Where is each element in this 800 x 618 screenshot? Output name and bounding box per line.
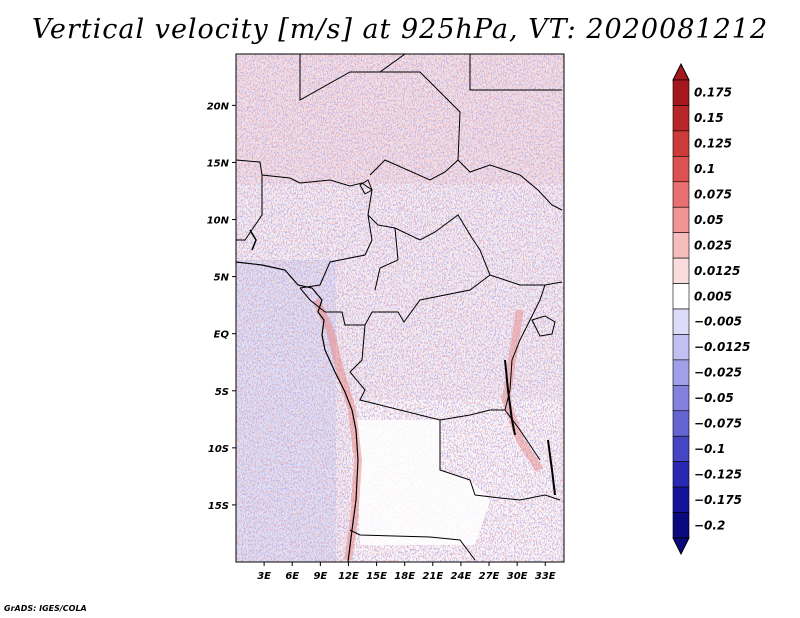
grads-credit: GrADS: IGES/COLA (4, 604, 87, 613)
colorbar-swatch (672, 359, 690, 386)
colorbar-label: −0.125 (694, 467, 742, 481)
lake-malawi (547, 439, 556, 496)
lon-tick-label: 24E (451, 571, 472, 582)
colorbar-swatch (672, 130, 690, 157)
colorbar-label: 0.125 (694, 137, 732, 151)
colorbar-label: 0.075 (694, 188, 732, 202)
lat-tick-label: 10N (207, 216, 230, 227)
colorbar-label: 0.1 (694, 162, 715, 176)
colorbar-label: 0.15 (694, 111, 724, 125)
colorbar-label: 0.05 (694, 213, 724, 227)
colorbar-label: 0.005 (694, 289, 732, 303)
colorbar-label: −0.175 (694, 493, 742, 507)
lat-tick-label: 20N (207, 101, 230, 112)
lon-tick-label: 18E (394, 571, 415, 582)
lat-tick-label: EQ (214, 330, 230, 341)
colorbar-swatch (672, 232, 690, 259)
colorbar-swatch (672, 334, 690, 361)
colorbar-label: −0.075 (694, 417, 742, 431)
colorbar-swatch (672, 385, 690, 412)
colorbar-swatch (672, 257, 690, 284)
map-panel (236, 54, 564, 562)
lon-tick-label: 3E (257, 571, 271, 582)
lat-tick-label: 15S (208, 501, 229, 512)
lon-tick-label: 33E (535, 571, 556, 582)
colorbar-swatch (672, 156, 690, 183)
colorbar-label: −0.025 (694, 366, 742, 380)
colorbar-swatch (672, 181, 690, 208)
field-rift-band (501, 309, 544, 473)
lon-tick-label: 12E (338, 571, 359, 582)
chart-title: Vertical velocity [m/s] at 925hPa, VT: 2… (31, 14, 769, 45)
colorbar-label: 0.175 (694, 86, 732, 100)
colorbar-swatch (672, 79, 690, 106)
colorbar-swatch (672, 283, 690, 310)
lake-chad (359, 179, 373, 195)
colorbar-swatch (672, 308, 690, 335)
colorbar-swatch (672, 486, 690, 513)
colorbar-label: 0.025 (694, 238, 732, 252)
field-quiet-region (356, 420, 490, 545)
lat-tick-label: 5S (215, 387, 229, 398)
lat-tick-label: 10S (208, 444, 229, 455)
coastline (236, 261, 359, 562)
colorbar-swatch (672, 206, 690, 233)
lon-tick-label: 27E (479, 571, 500, 582)
lon-tick-label: 6E (285, 571, 299, 582)
colorbar-swatch (672, 512, 690, 539)
lat-tick-label: 5N (214, 273, 230, 284)
longitude-axis: 3E 6E 9E 12E 15E 18E 21E 24E 27E 30E 33E (257, 562, 556, 582)
lake-volta (249, 229, 257, 251)
colorbar-label: −0.2 (694, 518, 725, 532)
lake-tanganyika (504, 359, 516, 436)
colorbar: 0.175 0.15 0.125 0.1 0.075 0.05 0.025 0.0125 0.0… (672, 62, 750, 556)
colorbar-swatch (672, 461, 690, 488)
country-borders (236, 54, 563, 561)
colorbar-top-arrow (672, 62, 690, 81)
colorbar-label: −0.05 (694, 391, 734, 405)
colorbar-label: −0.005 (694, 315, 742, 329)
lon-tick-label: 9E (313, 571, 327, 582)
colorbar-label: −0.1 (694, 442, 725, 456)
latitude-axis: 20N 15N 10N 5N EQ 5S 10S 15S (207, 101, 236, 512)
colorbar-swatch (672, 105, 690, 132)
lat-tick-label: 15N (207, 158, 230, 169)
lake-victoria (531, 315, 556, 337)
lon-tick-label: 15E (366, 571, 387, 582)
colorbar-swatch (672, 410, 690, 437)
colorbar-label: 0.0125 (694, 264, 740, 278)
colorbar-label: −0.0125 (694, 340, 750, 354)
lon-tick-label: 30E (507, 571, 528, 582)
map-frame (235, 53, 565, 563)
colorbar-swatch (672, 435, 690, 462)
lon-tick-label: 21E (422, 571, 443, 582)
colorbar-bottom-arrow (672, 537, 690, 556)
